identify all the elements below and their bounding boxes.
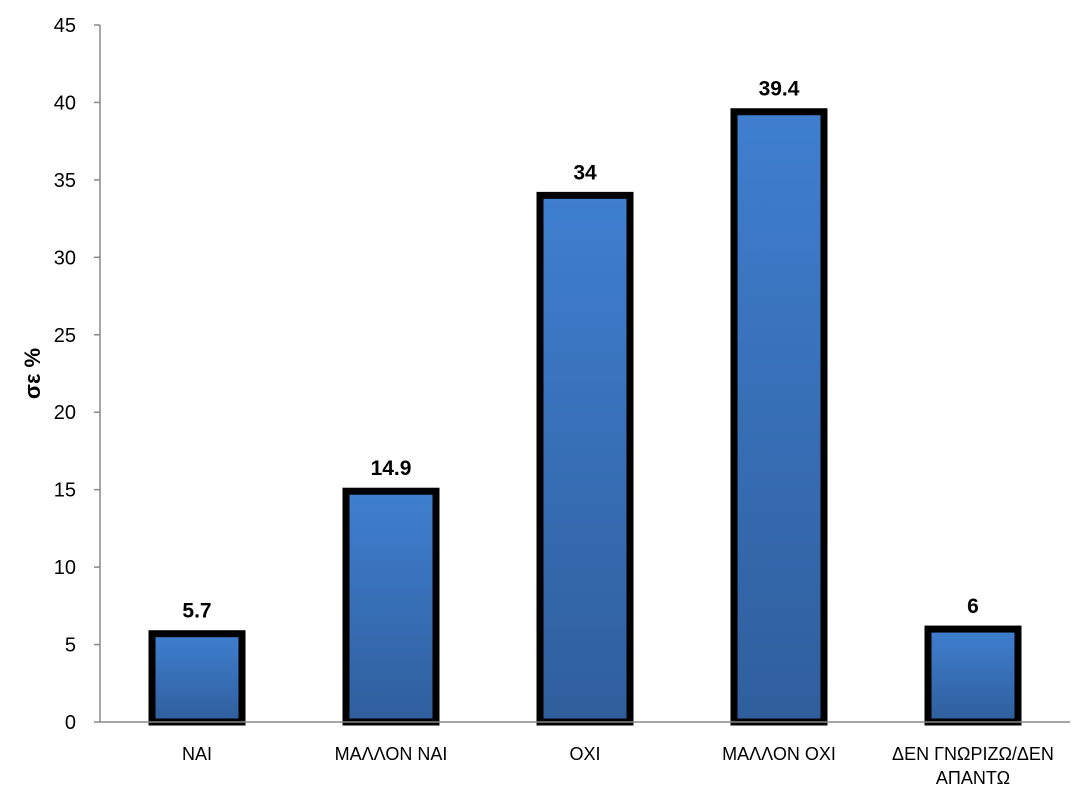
bar: [924, 625, 1022, 726]
data-label: 34: [573, 161, 597, 184]
x-tick-label: ΔΕΝ ΓΝΩΡΙΖΩ/ΔΕΝ ΑΠΑΝΤΩ: [892, 744, 1054, 788]
bar: [148, 630, 246, 726]
bar: [730, 108, 828, 726]
y-tick-label: 35: [54, 170, 76, 192]
y-axis-title: σε %: [20, 348, 45, 399]
data-label: 14.9: [371, 457, 412, 480]
y-tick-label: 25: [54, 325, 76, 347]
y-axis-ticks: 0 5 10 15 20 25 30 35 40 45: [54, 15, 100, 734]
y-tick-label: 5: [65, 635, 76, 657]
bar: [342, 487, 440, 726]
y-tick-label: 30: [54, 247, 76, 269]
x-tick-label: ΜΑΛΛΟΝ ΝΑΙ: [335, 744, 448, 764]
y-tick-label: 0: [65, 712, 76, 734]
x-axis-labels: ΝΑΙ ΜΑΛΛΟΝ ΝΑΙ ΟΧΙ ΜΑΛΛΟΝ ΟΧΙ ΔΕΝ ΓΝΩΡΙΖΩ/ΔΕ…: [182, 744, 1054, 788]
x-tick-label: ΟΧΙ: [569, 744, 600, 764]
data-label: 5.7: [182, 600, 211, 623]
bar: [536, 191, 634, 726]
x-tick-label: ΜΑΛΛΟΝ ΟΧΙ: [722, 744, 836, 764]
data-label: 39.4: [759, 78, 800, 101]
y-tick-label: 20: [54, 402, 76, 424]
y-tick-label: 15: [54, 480, 76, 502]
bars: [148, 108, 1022, 726]
data-label: 6: [967, 595, 979, 618]
x-tick-label: ΝΑΙ: [182, 744, 212, 764]
y-tick-label: 45: [54, 15, 76, 37]
data-labels: 5.7 14.9 34 39.4 6: [182, 78, 978, 623]
y-tick-label: 10: [54, 557, 76, 579]
y-tick-label: 40: [54, 92, 76, 114]
